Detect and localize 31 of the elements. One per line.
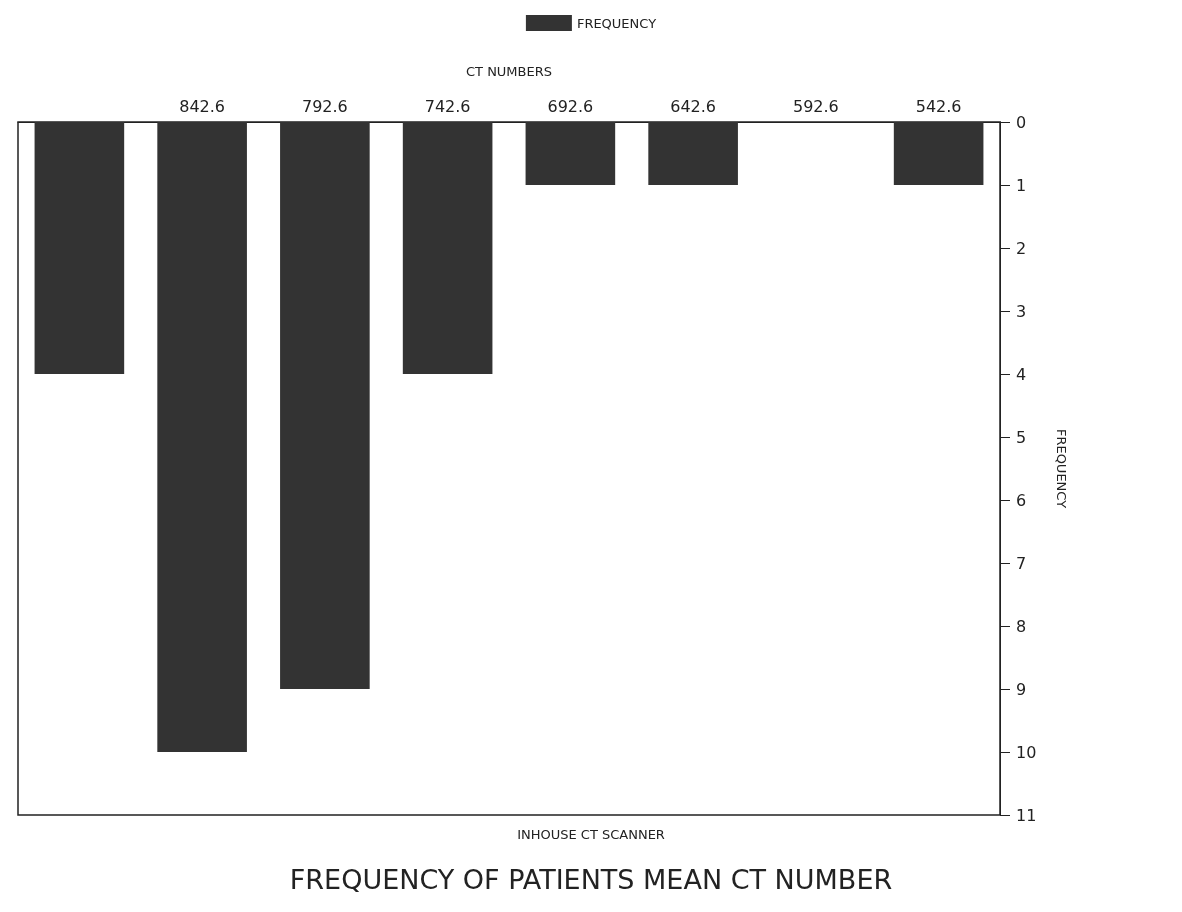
- y-tick-label: 6: [1016, 490, 1027, 510]
- text: FREQUENCY OF PATIENTS MEAN CT NUMBER: [289, 864, 893, 895]
- y-tick-label: 4: [1016, 364, 1027, 384]
- y-tick-label: 9: [1016, 679, 1027, 699]
- y-tick-label: 1: [1016, 175, 1027, 195]
- y-tick-label: 2: [1016, 238, 1027, 258]
- bar: [280, 122, 370, 689]
- bar: [402, 122, 493, 374]
- x-axis-title: CT NUMBERS: [465, 64, 553, 79]
- y-tick-label: 3: [1016, 301, 1027, 321]
- y-tick-label: 7: [1016, 553, 1027, 573]
- x-tick-label: 692.6: [547, 96, 594, 116]
- y-tick-label: 10: [1016, 742, 1037, 762]
- bar: [893, 122, 984, 185]
- legend-label: FREQUENCY: [576, 15, 657, 31]
- x-tick-label: 792.6: [301, 96, 348, 116]
- y-tick-label: 11: [1016, 805, 1037, 825]
- x-tick-label: 842.6: [179, 96, 226, 116]
- text: INHOUSE CT SCANNER: [517, 827, 665, 842]
- x-tick-label: 742.6: [424, 96, 471, 116]
- bar: [525, 122, 616, 185]
- y-tick-label: 8: [1016, 616, 1027, 636]
- x-tick-label: 642.6: [670, 96, 717, 116]
- y-tick-label: 5: [1016, 427, 1027, 447]
- x-tick-label: 592.6: [792, 96, 839, 116]
- bar: [157, 122, 247, 752]
- bar: [648, 122, 738, 185]
- bar: [34, 122, 125, 374]
- y-axis-title: FREQUENCY: [1054, 428, 1069, 509]
- y-tick-label: 0: [1016, 112, 1027, 132]
- x-tick-label: 542.6: [915, 96, 962, 116]
